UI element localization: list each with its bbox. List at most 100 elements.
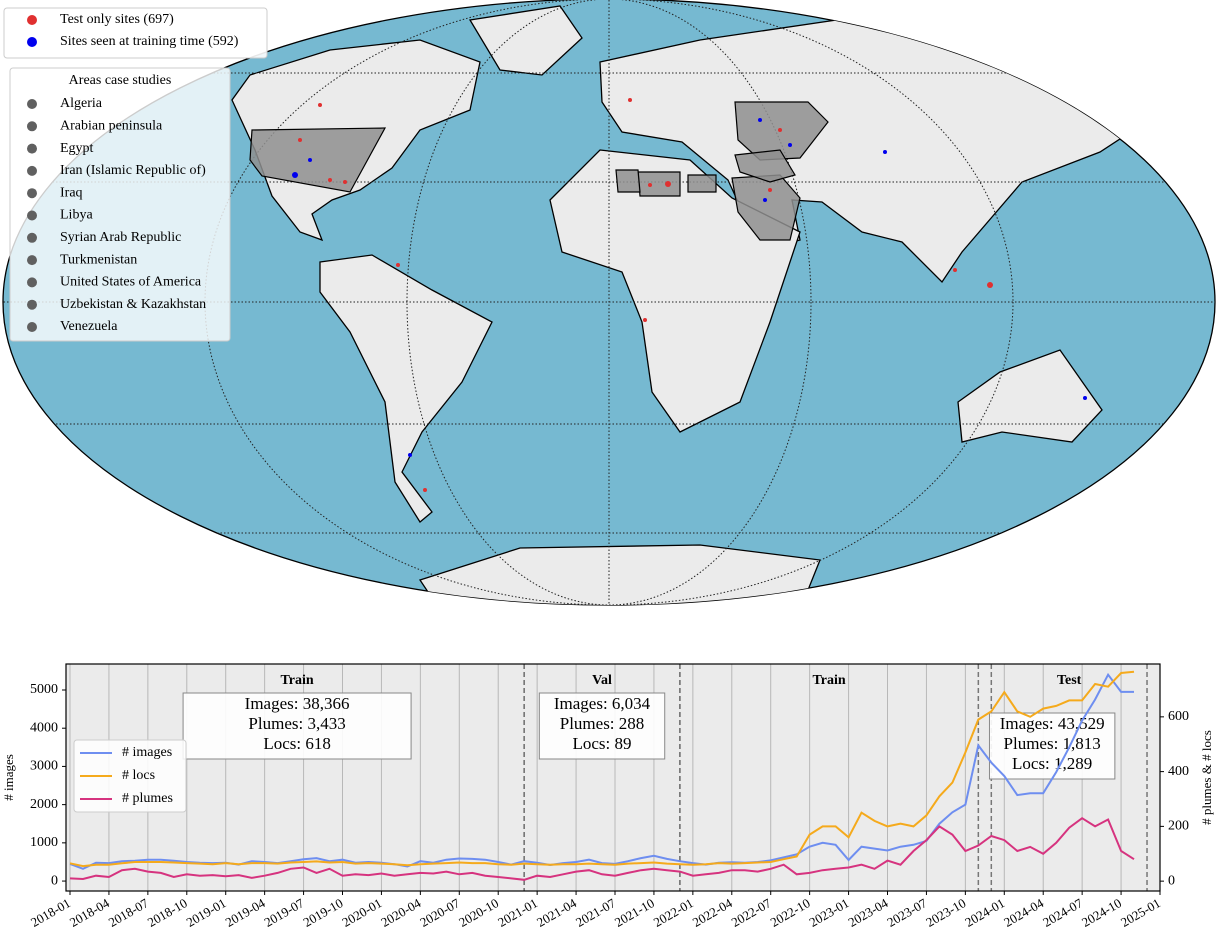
- y2-axis-label: # plumes & # locs: [1199, 730, 1214, 825]
- libya-area: [637, 171, 681, 197]
- area-marker: [27, 255, 37, 266]
- legend-box: [73, 739, 187, 813]
- x-tick-label: 2019-10: [300, 895, 345, 930]
- stats-line: Plumes: 3,433: [248, 714, 345, 733]
- areas-legend-box: [9, 67, 231, 342]
- plot-frame: [65, 663, 1161, 892]
- stats-line: Images: 43,529: [1000, 714, 1105, 733]
- x-tick-label: 2022-04: [690, 895, 735, 930]
- area-label: Iran (Islamic Republic of): [60, 163, 206, 178]
- y-tick-label: 5000: [30, 682, 58, 697]
- x-tick-label: 2023-07: [884, 895, 929, 930]
- area-marker: [27, 299, 37, 310]
- x-tick-label: 2021-07: [573, 895, 618, 930]
- series-line: [69, 672, 1134, 870]
- stats-line: Locs: 618: [263, 734, 331, 753]
- greenland: [468, 5, 583, 76]
- area-label: Iraq: [60, 185, 83, 200]
- egypt-area: [687, 174, 717, 193]
- x-tick-label: 2024-01: [962, 895, 1007, 930]
- period-name: Train: [280, 673, 313, 688]
- x-tick-label: 2022-01: [651, 895, 696, 930]
- x-tick-label: 2022-07: [729, 895, 774, 930]
- x-tick-label: 2020-01: [339, 895, 384, 930]
- x-tick-label: 2021-04: [534, 895, 579, 930]
- y-axis-label: # images: [1, 754, 16, 801]
- stats-line: Locs: 89: [573, 734, 632, 753]
- area-label: Arabian peninsula: [60, 119, 163, 134]
- legend-marker: [27, 15, 37, 25]
- y2-tick-label: 400: [1168, 764, 1189, 779]
- legend-label: # plumes: [122, 791, 173, 806]
- x-tick-label: 2024-07: [1040, 895, 1085, 930]
- land-group: [3, 0, 1215, 605]
- stats-line: Plumes: 1,813: [1004, 734, 1101, 753]
- site-dots: [292, 98, 1087, 492]
- area-marker: [27, 121, 37, 132]
- areas-title: Areas case studies: [69, 73, 172, 88]
- y-tick-label: 1000: [30, 835, 58, 850]
- area-label: Syrian Arab Republic: [60, 230, 181, 245]
- x-tick-label: 2018-04: [67, 895, 112, 930]
- area-marker: [27, 232, 37, 243]
- africa: [549, 149, 801, 433]
- x-tick-label: 2021-01: [495, 895, 540, 930]
- sites-legend-box: [3, 7, 268, 59]
- area-marker: [27, 277, 37, 288]
- legend-label: Sites seen at training time (592): [60, 34, 239, 49]
- x-tick-label: 2019-07: [262, 895, 307, 930]
- x-tick-label: 2020-04: [378, 895, 423, 930]
- x-tick-label: 2024-04: [1001, 895, 1046, 930]
- area-label: United States of America: [60, 275, 202, 290]
- stats-box: [182, 692, 412, 760]
- area-marker: [27, 165, 37, 176]
- area-marker: [27, 210, 37, 221]
- y-tick-label: 0: [51, 873, 58, 888]
- south-america: [319, 254, 493, 523]
- area-label: Uzbekistan & Kazakhstan: [60, 297, 206, 312]
- usa-area: [249, 127, 387, 193]
- x-tick-label: 2023-01: [807, 895, 852, 930]
- area-marker: [27, 322, 37, 332]
- x-tick-label: 2024-10: [1079, 895, 1124, 930]
- iran-area: [734, 149, 796, 183]
- area-marker: [27, 188, 37, 199]
- series-line: [69, 670, 1135, 868]
- x-tick-label: 2018-07: [106, 895, 151, 930]
- x-tick-label: 2018-01: [28, 895, 73, 930]
- period-name: Test: [1057, 673, 1082, 688]
- area-marker: [27, 99, 37, 109]
- y2-tick-label: 200: [1168, 819, 1189, 834]
- x-tick-label: 2020-07: [417, 895, 462, 930]
- y-tick-label: 2000: [30, 797, 58, 812]
- area-label: Libya: [60, 208, 93, 223]
- x-tick-label: 2019-04: [223, 895, 268, 930]
- y2-tick-label: 600: [1168, 709, 1189, 724]
- x-tick-label: 2023-10: [923, 895, 968, 930]
- stats-line: Images: 6,034: [554, 694, 651, 713]
- x-tick-label: 2021-10: [612, 895, 657, 930]
- y2-tick-label: 0: [1168, 873, 1175, 888]
- area-label: Algeria: [60, 96, 103, 111]
- period-name: Train: [813, 673, 846, 688]
- x-tick-label: 2025-01: [1118, 895, 1163, 930]
- area-label: Egypt: [60, 141, 94, 156]
- legend-label: Test only sites (697): [60, 12, 174, 27]
- legend-label: # locs: [122, 768, 155, 783]
- x-tick-label: 2020-10: [456, 895, 501, 930]
- algeria-area: [615, 169, 641, 193]
- x-tick-label: 2022-10: [768, 895, 813, 930]
- series-line: [69, 816, 1135, 881]
- y-tick-label: 3000: [30, 759, 58, 774]
- legend-label: # images: [122, 745, 172, 760]
- stats-box: [538, 692, 666, 760]
- stats-line: Plumes: 288: [560, 714, 645, 733]
- world-map: [2, 0, 1216, 606]
- stats-line: Locs: 1,289: [1012, 754, 1092, 773]
- x-tick-label: 2018-10: [145, 895, 190, 930]
- area-label: Turkmenistan: [60, 252, 137, 267]
- x-tick-label: 2019-01: [184, 895, 229, 930]
- legend-marker: [27, 37, 37, 47]
